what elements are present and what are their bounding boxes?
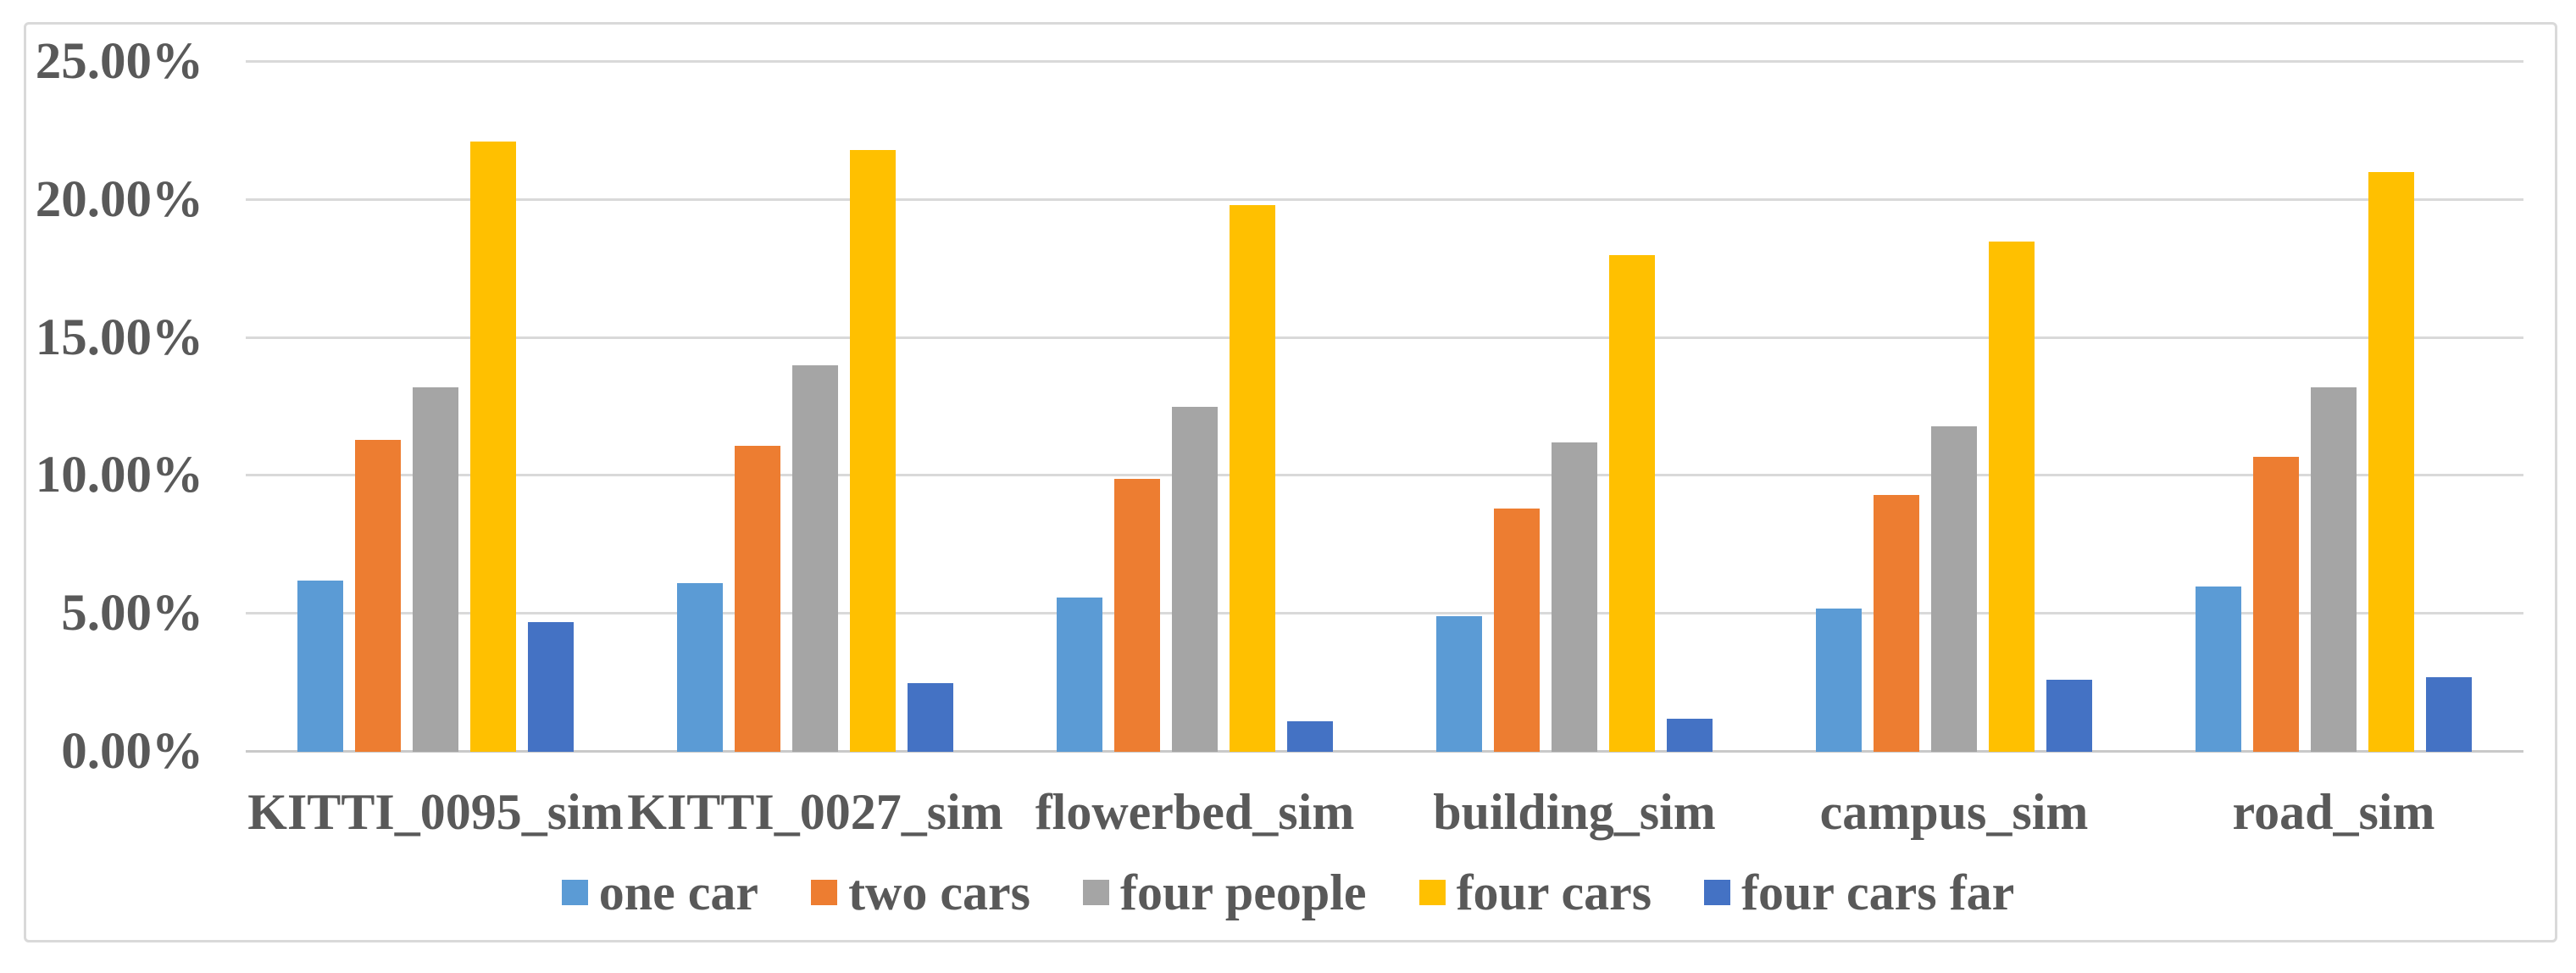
bar-four-people <box>2311 387 2357 752</box>
y-axis-tick-label: 25.00% <box>35 33 203 90</box>
bar-four-cars <box>1609 254 1655 752</box>
legend-item: four people <box>1082 863 1367 922</box>
legend-swatch-four-cars-far <box>1704 880 1731 905</box>
bar-group <box>1385 62 1764 752</box>
y-axis-tick-label: 5.00% <box>61 585 203 642</box>
bar-four-cars <box>850 150 896 752</box>
bar-two-cars <box>1114 478 1160 752</box>
bar-one-car <box>2196 586 2241 752</box>
x-axis-category-label: KITTI_0095_sim <box>247 784 624 840</box>
bar-one-car <box>1057 597 1102 752</box>
legend-swatch-four-cars <box>1418 880 1446 905</box>
y-axis-tick-label: 15.00% <box>35 309 203 366</box>
legend-item: four cars far <box>1704 863 2014 922</box>
bar-group <box>246 62 625 752</box>
bar-four-people <box>792 365 838 752</box>
bar-four-cars-far <box>2046 680 2092 752</box>
legend: one car two cars four people four cars four … <box>0 863 2576 922</box>
bar-two-cars <box>735 445 780 752</box>
bar-groups <box>246 62 2523 752</box>
bar-two-cars <box>2253 456 2299 752</box>
x-axis: KITTI_0095_sim KITTI_0027_sim flowerbed_si… <box>246 773 2523 851</box>
bar-one-car <box>677 583 723 752</box>
legend-item: four cars <box>1418 863 1652 922</box>
legend-swatch-four-people <box>1082 880 1109 905</box>
bar-one-car <box>1816 608 1862 752</box>
y-axis: 0.00% 5.00% 10.00% 15.00% 20.00% 25.00% <box>0 33 203 780</box>
y-axis-tick-label: 0.00% <box>61 723 203 780</box>
bar-group <box>1764 62 2144 752</box>
gridline <box>246 474 2523 477</box>
bar-four-cars <box>1230 205 1275 752</box>
gridline <box>246 750 2523 753</box>
x-axis-category-label: road_sim <box>2232 784 2435 840</box>
bar-four-cars-far <box>1667 718 1713 752</box>
bar-four-cars-far <box>908 682 953 752</box>
bar-one-car <box>297 581 343 752</box>
bar-two-cars <box>1874 495 1919 752</box>
x-axis-category-label: flowerbed_sim <box>1035 784 1355 840</box>
legend-label: one car <box>598 865 759 920</box>
gridline <box>246 612 2523 615</box>
legend-item: one car <box>561 863 759 922</box>
bar-group <box>1005 62 1385 752</box>
bar-four-people <box>1931 425 1977 752</box>
legend-label: four people <box>1119 865 1367 920</box>
legend-swatch-one-car <box>561 880 588 905</box>
bar-group <box>2144 62 2523 752</box>
x-axis-category-label: campus_sim <box>1819 784 2089 840</box>
bar-two-cars <box>1494 509 1540 752</box>
gridline <box>246 336 2523 339</box>
bar-four-cars <box>2368 172 2414 752</box>
bar-four-cars-far <box>528 621 574 752</box>
y-axis-tick-label: 20.00% <box>35 170 203 228</box>
x-axis-category-label: building_sim <box>1433 784 1716 840</box>
bar-two-cars <box>355 440 401 752</box>
bar-four-cars <box>1989 241 2035 752</box>
chart-frame <box>24 22 2557 942</box>
bar-four-people <box>1172 407 1218 752</box>
plot-area <box>246 60 2523 753</box>
bar-four-cars-far <box>1287 721 1333 752</box>
bar-four-cars-far <box>2426 677 2472 752</box>
y-axis-tick-label: 10.00% <box>35 447 203 504</box>
bar-one-car <box>1436 616 1482 752</box>
bar-group <box>625 62 1005 752</box>
legend-swatch-two-cars <box>811 880 838 905</box>
gridline <box>246 197 2523 201</box>
bar-four-people <box>413 387 458 752</box>
bar-four-people <box>1552 442 1597 752</box>
legend-label: four cars far <box>1741 865 2015 920</box>
legend-item: two cars <box>811 863 1030 922</box>
bar-four-cars <box>470 142 516 752</box>
legend-label: two cars <box>848 865 1030 920</box>
legend-label: four cars <box>1456 865 1652 920</box>
x-axis-category-label: KITTI_0027_sim <box>627 784 1003 840</box>
gridline <box>246 60 2523 63</box>
